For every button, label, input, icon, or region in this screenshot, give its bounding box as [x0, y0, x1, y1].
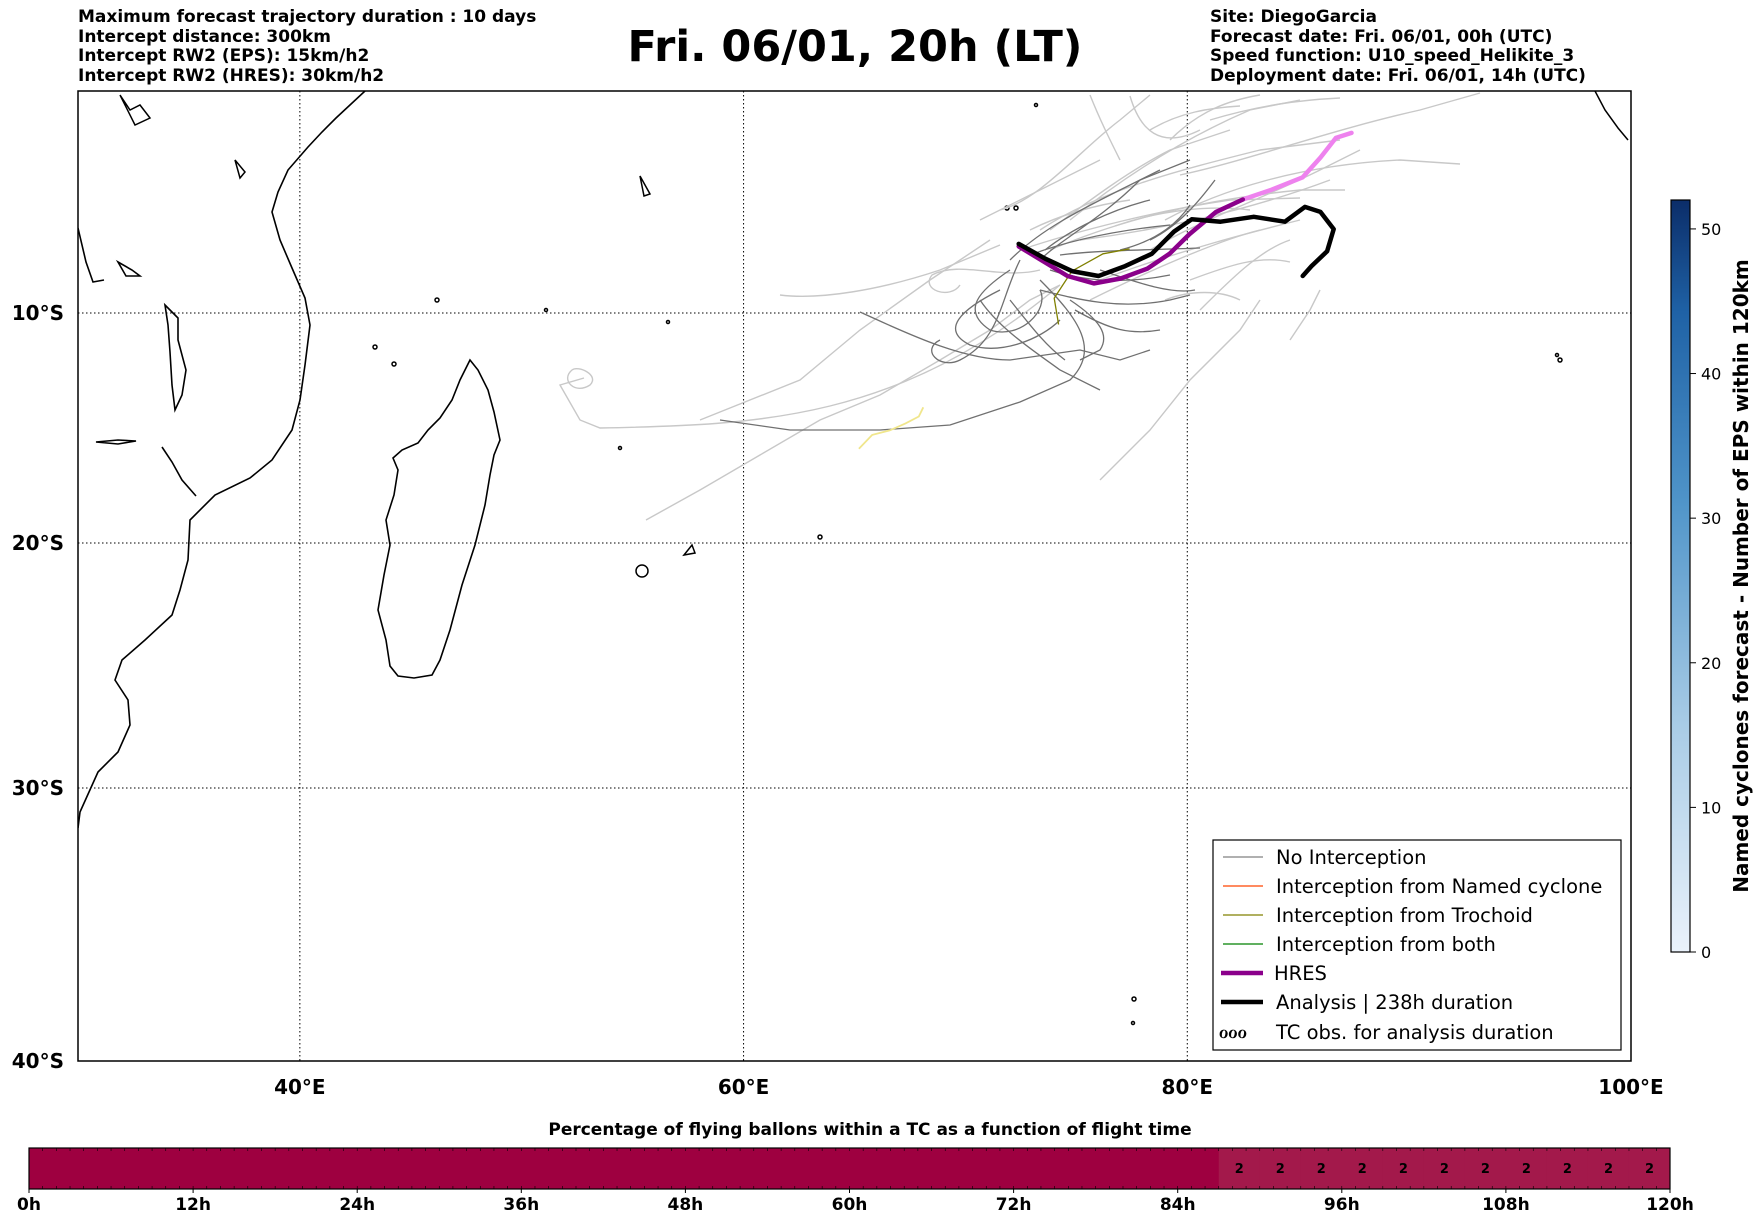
flight-pct-cell: [1587, 1148, 1630, 1189]
flight-pct-tick-label: 36h: [503, 1195, 539, 1215]
flight-pct-cell-value: 2: [1440, 1162, 1449, 1177]
colorbar-label: Named cyclones forecast - Number of EPS …: [1729, 259, 1753, 893]
flight-pct-tick-label: 60h: [832, 1195, 868, 1215]
colorbar-ticks: 0 10 20 30 40 50: [1690, 220, 1721, 962]
flight-pct-cell: [1546, 1148, 1589, 1189]
latitude-tick-label: 10°S: [12, 301, 64, 325]
flight-pct-title: Percentage of flying ballons within a TC…: [548, 1120, 1191, 1140]
colorbar-tick-label: 10: [1701, 798, 1721, 817]
flight-pct-cell-value: 2: [1317, 1162, 1326, 1177]
legend-label-hres: HRES: [1274, 962, 1327, 985]
flight-pct-cell: [1259, 1148, 1302, 1189]
tc-obs-symbol-icon: ℴℴℴ: [1219, 1019, 1247, 1043]
coastline-africa: [78, 91, 366, 829]
coastline-madagascar: [377, 358, 501, 679]
flight-pct-tick-label: 48h: [668, 1195, 704, 1215]
longitude-tick-label: 40°E: [274, 1075, 326, 1099]
header-forecast-date: Forecast date: Fri. 06/01, 00h (UTC): [1210, 26, 1553, 47]
flight-pct-cell: [1464, 1148, 1507, 1189]
flight-pct-cell-value: 2: [1522, 1162, 1531, 1177]
colorbar: 0 10 20 30 40 50 Named cyclones forecast - Nu…: [1670, 199, 1753, 962]
latitude-tick-label: 20°S: [12, 531, 64, 555]
map-content: [78, 91, 1631, 1061]
flight-pct-tick-label: 24h: [339, 1195, 375, 1215]
flight-pct-bar-zero: [29, 1148, 1220, 1189]
flight-pct-tick-label: 0h: [17, 1195, 41, 1215]
header-intercept-distance: Intercept distance: 300km: [78, 26, 331, 47]
flight-pct-cell-value: 2: [1358, 1162, 1367, 1177]
legend-label-analysis: Analysis | 238h duration: [1276, 991, 1513, 1014]
map-gridlines: [78, 91, 1631, 1061]
legend-box: [1212, 839, 1622, 1051]
latitude-tick-label: 30°S: [12, 776, 64, 800]
colorbar-tick-label: 40: [1701, 365, 1721, 384]
header-intercept-eps: Intercept RW2 (EPS): 15km/h2: [78, 46, 370, 66]
longitude-tick-label: 100°E: [1598, 1075, 1663, 1099]
legend-label-tc-obs: TC obs. for analysis duration: [1275, 1021, 1554, 1044]
latitude-tick-label: 40°S: [12, 1049, 64, 1073]
flight-pct-cells: 2 2 2 2 2 2 2 2 2 2 2: [1218, 1148, 1671, 1189]
legend-label-named-cyclone: Interception from Named cyclone: [1276, 875, 1602, 898]
flight-pct-cell-value: 2: [1399, 1162, 1408, 1177]
flight-pct-cell: [1423, 1148, 1466, 1189]
flight-pct-panel: Percentage of flying ballons within a TC…: [17, 1120, 1694, 1215]
flight-pct-cell: [1300, 1148, 1343, 1189]
colorbar-tick-label: 30: [1701, 509, 1721, 528]
flight-pct-cell-value: 2: [1235, 1162, 1244, 1177]
flight-pct-tick-label: 120h: [1646, 1195, 1694, 1215]
flight-pct-cell: [1341, 1148, 1384, 1189]
legend: No Interception Interception from Named …: [1212, 839, 1622, 1051]
hres-trajectory-tail: [1240, 130, 1354, 202]
flight-pct-cell: [1505, 1148, 1548, 1189]
header-speed-function: Speed function: U10_speed_Helikite_3: [1210, 46, 1575, 66]
colorbar-tick-label: 0: [1701, 943, 1711, 962]
header-site: Site: DiegoGarcia: [1210, 7, 1377, 27]
flight-pct-cell-value: 2: [1276, 1162, 1285, 1177]
longitude-tick-label: 60°E: [718, 1075, 770, 1099]
legend-label-trochoid: Interception from Trochoid: [1276, 904, 1533, 927]
minor-interception-trajectory: [858, 406, 925, 450]
header-intercept-hres: Intercept RW2 (HRES): 30km/h2: [78, 65, 385, 86]
longitude-tick-label: 80°E: [1162, 1075, 1214, 1099]
legend-label-both: Interception from both: [1276, 933, 1496, 956]
legend-label-no-interception: No Interception: [1276, 846, 1427, 869]
flight-pct-tick-label: 96h: [1324, 1195, 1360, 1215]
flight-pct-cell-value: 2: [1604, 1162, 1613, 1177]
flight-pct-cell-value: 2: [1645, 1162, 1654, 1177]
flight-pct-tick-label: 72h: [996, 1195, 1032, 1215]
flight-pct-cell-value: 2: [1563, 1162, 1572, 1177]
flight-pct-cell: [1382, 1148, 1425, 1189]
flight-pct-tick-label: 108h: [1482, 1195, 1530, 1215]
flight-pct-cell: [1628, 1148, 1671, 1189]
longitude-tick-labels: 40°E 60°E 80°E 100°E: [274, 1075, 1664, 1099]
hres-trajectory: [1016, 197, 1246, 286]
flight-pct-cell: [1218, 1148, 1261, 1189]
latitude-tick-labels: 10°S 20°S 30°S 40°S: [12, 301, 64, 1073]
page-title: Fri. 06/01, 20h (LT): [627, 22, 1083, 72]
colorbar-tick-label: 20: [1701, 654, 1721, 673]
flight-pct-tick-label: 12h: [175, 1195, 211, 1215]
analysis-trajectory: [1016, 204, 1336, 279]
header-deployment-date: Deployment date: Fri. 06/01, 14h (UTC): [1210, 65, 1586, 86]
colorbar-tick-label: 50: [1701, 220, 1721, 239]
header-max-duration: Maximum forecast trajectory duration : 1…: [78, 7, 537, 27]
flight-pct-tick-labels: 0h 12h 24h 36h 48h 60h 72h 84h 96h 108h 120h: [17, 1189, 1694, 1215]
colorbar-gradient: [1670, 199, 1691, 953]
flight-pct-tick-label: 84h: [1160, 1195, 1196, 1215]
header-left-info: Maximum forecast trajectory duration : 1…: [78, 7, 537, 86]
flight-pct-cell-value: 2: [1481, 1162, 1490, 1177]
header-right-info: Site: DiegoGarcia Forecast date: Fri. 06…: [1210, 7, 1586, 86]
